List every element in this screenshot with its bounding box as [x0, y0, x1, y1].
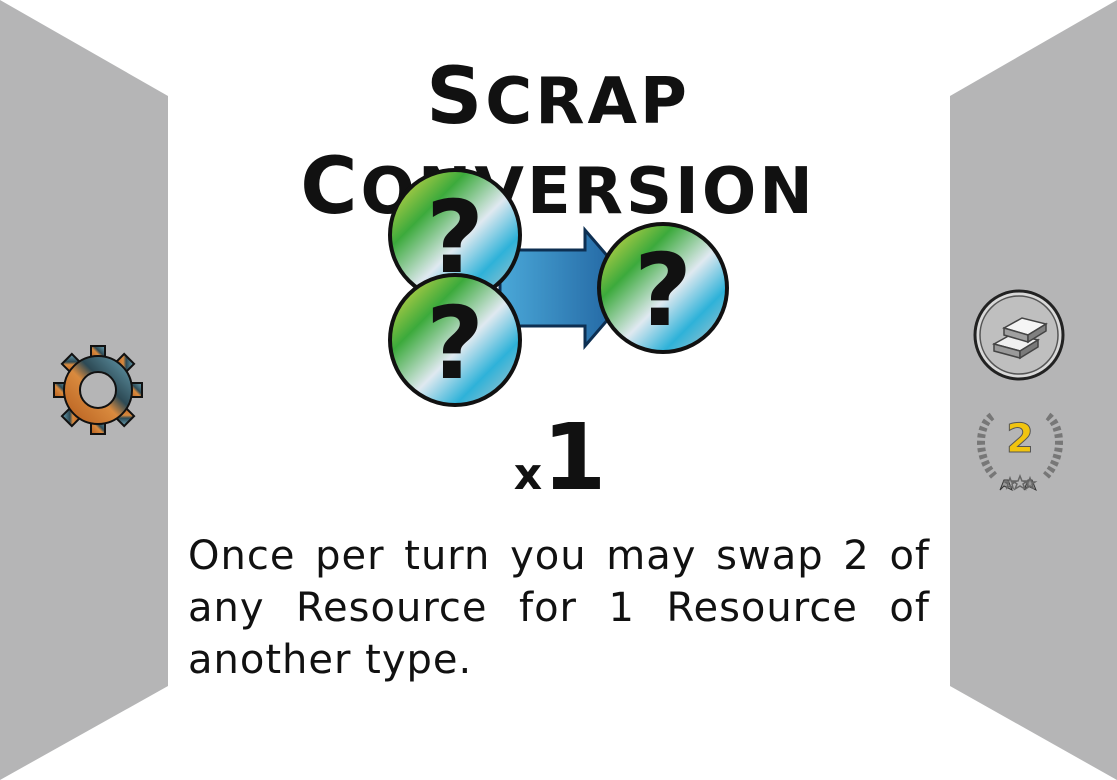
multiplier-value: 1	[542, 404, 607, 511]
conversion-diagram: ? ? ?	[388, 168, 729, 407]
card-description: Once per turn you may swap 2 of any Reso…	[188, 533, 930, 683]
quantity-multiplier: x1	[480, 412, 640, 504]
right-frame-panel	[950, 0, 1117, 780]
input-token-2: ?	[388, 273, 522, 407]
question-resource-token-icon	[597, 222, 729, 354]
question-mark: ?	[426, 285, 484, 402]
question-mark: ?	[634, 232, 692, 349]
rank-level: 2	[1006, 416, 1035, 463]
silver-ingot-icon	[973, 289, 1065, 381]
gear-icon	[53, 345, 143, 435]
multiplier-prefix: x	[513, 449, 543, 500]
rank-laurel-icon	[977, 412, 1063, 492]
question-resource-token-icon	[388, 273, 522, 407]
output-token: ?	[597, 222, 729, 354]
